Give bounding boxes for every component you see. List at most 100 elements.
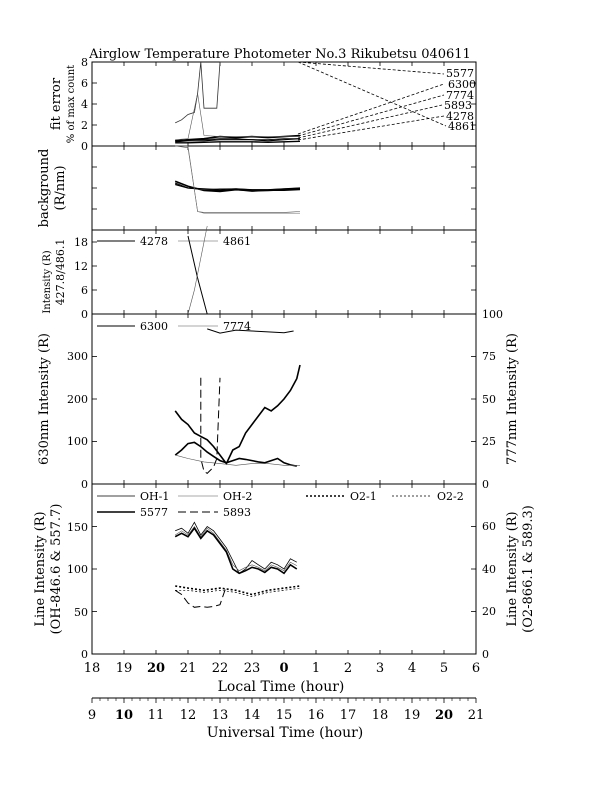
ut-tick-15: 15 xyxy=(276,708,293,723)
frame-background xyxy=(91,145,477,231)
ytick-777-0: 0 xyxy=(482,478,489,491)
series-line-0-4278 xyxy=(175,93,300,140)
ytick-777-25: 25 xyxy=(482,435,496,448)
series-line-0-6300 xyxy=(175,138,301,143)
panel-frames xyxy=(91,61,477,655)
legend-line-5577: 5577 xyxy=(140,506,168,519)
intensity427-ylabel-2: 427.8/486.1 xyxy=(54,239,67,306)
ytick-427-0: 0 xyxy=(81,308,88,321)
lt-tick-21: 21 xyxy=(180,661,197,676)
series-line-1-4861 xyxy=(175,145,300,214)
ytick-fit-2: 2 xyxy=(81,119,88,132)
legend-fit-4861: 4861 xyxy=(448,120,476,133)
series-line-4-oh-2 xyxy=(175,525,297,572)
ytick-427-6: 6 xyxy=(81,284,88,297)
legend-630-7774: 7774 xyxy=(223,320,251,333)
ut-tick-21: 21 xyxy=(468,708,485,723)
series-line-4-o2-2 xyxy=(175,587,301,597)
lt-tick-19: 19 xyxy=(116,661,133,676)
legend-line: OH-1 OH-2 5577 5893 O2-1 O2-2 xyxy=(97,490,464,519)
ut-tick-14: 14 xyxy=(244,708,261,723)
legend-line-5893: 5893 xyxy=(223,506,251,519)
ut-tick-16: 16 xyxy=(308,708,325,723)
series-line-0-7774 xyxy=(175,61,300,124)
ytick-630-200: 200 xyxy=(67,393,88,406)
local-time-ticks: 18 19 20 21 22 23 0 1 2 3 4 5 6 xyxy=(84,661,480,676)
legend-427-4861: 4861 xyxy=(223,235,251,248)
ut-tick-17: 17 xyxy=(340,708,357,723)
series-line-4-oh-1 xyxy=(175,521,297,574)
ytick-777-100: 100 xyxy=(482,308,503,321)
ytick-o2-40: 40 xyxy=(482,563,496,576)
lt-tick-23: 23 xyxy=(244,661,261,676)
background-ylabel-2: (R/nm) xyxy=(53,165,68,210)
ut-tick-13: 13 xyxy=(212,708,229,723)
legend-fit-error: 5577 6300 7774 5893 4278 4861 xyxy=(444,67,476,133)
lt-tick-2: 2 xyxy=(344,661,352,676)
line-ylabel-right-1: Line Intensity (R) xyxy=(505,511,520,626)
ytick-777-50: 50 xyxy=(482,393,496,406)
lt-tick-6: 6 xyxy=(472,661,480,676)
lt-tick-5: 5 xyxy=(440,661,448,676)
local-time-label: Local Time (hour) xyxy=(218,679,345,695)
ytick-630-0: 0 xyxy=(81,478,88,491)
legend-fit-7774: 7774 xyxy=(446,89,474,102)
lt-tick-18: 18 xyxy=(84,661,101,676)
series-line-1-4278 xyxy=(175,145,301,213)
lt-tick-3: 3 xyxy=(376,661,384,676)
ytick-o2-0: 0 xyxy=(482,648,489,661)
series-line-0-5893 xyxy=(175,140,301,144)
series-line-1-5893 xyxy=(175,184,301,191)
series-line-4-5893 xyxy=(174,585,227,608)
ytick-line-50: 50 xyxy=(74,606,88,619)
background-ylabel-1: background xyxy=(37,149,52,228)
ut-tick-10: 10 xyxy=(115,708,133,723)
series-line-2-4278 xyxy=(187,235,208,315)
ytick-line-100: 100 xyxy=(67,563,88,576)
chart-title: Airglow Temperature Photometer No.3 Riku… xyxy=(88,47,471,62)
legend-fit-5893: 5893 xyxy=(444,99,472,112)
ut-tick-20: 20 xyxy=(435,708,453,723)
ytick-777-75: 75 xyxy=(482,350,496,363)
series-line-4-5577 xyxy=(174,526,298,575)
legend-fit-6300: 6300 xyxy=(448,78,476,91)
ylabel-630: 630nm Intensity (R) xyxy=(37,333,52,465)
series-line-3-6300-upper- xyxy=(207,328,294,334)
ytick-fit-4: 4 xyxy=(81,98,88,111)
legend-line-o22: O2-2 xyxy=(437,490,464,503)
ytick-630-300: 300 xyxy=(67,350,88,363)
legend-fit-4278: 4278 xyxy=(446,110,474,123)
series-line-3-6300 xyxy=(174,441,297,467)
legend-fit-5577: 5577 xyxy=(446,67,474,80)
ytick-fit-0: 0 xyxy=(81,140,88,153)
legend-line-oh1: OH-1 xyxy=(140,490,169,503)
lt-tick-22: 22 xyxy=(212,661,229,676)
legend-fit-leaders xyxy=(297,61,447,141)
series-line-0-4861 xyxy=(175,138,300,142)
ut-tick-12: 12 xyxy=(180,708,197,723)
legend-line-o21: O2-1 xyxy=(350,490,377,503)
line-ylabel-left-1: Line Intensity (R) xyxy=(33,511,48,626)
lt-tick-4: 4 xyxy=(408,661,416,676)
legend-630-6300: 6300 xyxy=(140,320,168,333)
universal-time-label: Universal Time (hour) xyxy=(207,725,364,741)
line-ylabel-right-2: (O2-866.1 & 589.3) xyxy=(521,505,536,633)
ytick-427-12: 12 xyxy=(74,260,88,273)
ytick-630-100: 100 xyxy=(67,435,88,448)
ytick-fit-8: 8 xyxy=(81,56,88,69)
fit-error-ylabel-2: % of max count xyxy=(66,65,77,143)
line-ylabel-left-2: (OH-846.6 & 557.7) xyxy=(49,504,64,635)
ut-tick-19: 19 xyxy=(404,708,421,723)
ytick-o2-60: 60 xyxy=(482,520,496,533)
universal-time-ticks: 9 10 11 12 13 14 15 16 17 18 19 20 21 xyxy=(88,708,484,723)
ut-tick-18: 18 xyxy=(372,708,389,723)
series-line-3-7774-dashed- xyxy=(200,377,221,475)
lt-tick-20: 20 xyxy=(147,661,165,676)
ytick-line-150: 150 xyxy=(67,521,88,534)
legend-line-oh2: OH-2 xyxy=(223,490,252,503)
ylabel-777: 777nm Intensity (R) xyxy=(505,333,520,465)
lt-tick-1: 1 xyxy=(312,661,320,676)
ut-tick-9: 9 xyxy=(88,708,96,723)
fit-error-ylabel-1: fit error xyxy=(49,77,64,130)
